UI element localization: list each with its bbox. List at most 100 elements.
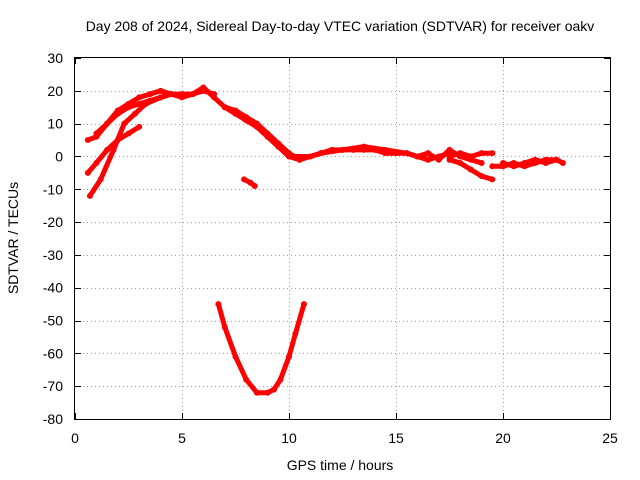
y-tick-label: 20 bbox=[47, 83, 63, 99]
x-tick-label: 25 bbox=[602, 430, 618, 446]
data-point bbox=[521, 160, 528, 167]
data-point bbox=[136, 123, 143, 130]
data-point bbox=[435, 156, 442, 163]
data-point bbox=[300, 301, 307, 308]
y-tick-label: -60 bbox=[43, 345, 63, 361]
data-point bbox=[157, 94, 164, 101]
x-tick-label: 0 bbox=[71, 430, 79, 446]
y-tick-label: -40 bbox=[43, 280, 63, 296]
y-tick-label: -30 bbox=[43, 247, 63, 263]
data-point bbox=[478, 150, 485, 157]
data-point bbox=[489, 150, 496, 157]
data-point bbox=[382, 146, 389, 153]
data-point bbox=[125, 130, 132, 137]
data-point bbox=[318, 150, 325, 157]
data-point bbox=[125, 104, 132, 111]
data-point bbox=[253, 120, 260, 127]
data-point bbox=[241, 176, 248, 183]
data-point bbox=[339, 146, 346, 153]
data-point bbox=[251, 182, 258, 189]
data-point bbox=[114, 110, 121, 117]
data-point bbox=[168, 91, 175, 98]
x-tick-label: 20 bbox=[495, 430, 511, 446]
data-point bbox=[264, 130, 271, 137]
y-tick-label: -80 bbox=[43, 411, 63, 427]
data-point bbox=[286, 150, 292, 157]
data-point bbox=[446, 146, 453, 153]
x-tick-label: 10 bbox=[281, 430, 297, 446]
data-point bbox=[104, 146, 111, 153]
series-track-n bbox=[215, 301, 307, 396]
y-tick-labels: 30 20 10 0 -10 -20 -30 -40 -50 -60 -70 -80 bbox=[43, 50, 63, 427]
data-point bbox=[93, 160, 100, 167]
y-tick-label: -50 bbox=[43, 313, 63, 329]
data-point bbox=[489, 163, 496, 170]
data-point bbox=[403, 150, 410, 157]
grid-lines bbox=[75, 58, 610, 419]
data-point bbox=[559, 160, 566, 167]
y-tick-label: -10 bbox=[43, 181, 63, 197]
data-point bbox=[457, 153, 464, 160]
series-track-b bbox=[87, 88, 217, 199]
data-point bbox=[114, 137, 121, 144]
data-point bbox=[179, 91, 185, 98]
data-point bbox=[243, 114, 250, 121]
data-point bbox=[136, 100, 143, 107]
data-point bbox=[232, 107, 239, 114]
data-point bbox=[157, 87, 164, 94]
axis-ticks bbox=[75, 58, 611, 420]
data-point bbox=[243, 376, 250, 383]
data-point bbox=[253, 389, 260, 396]
series-track-a bbox=[85, 85, 303, 163]
y-axis-label: SDTVAR / TECUs bbox=[5, 182, 21, 294]
data-point bbox=[478, 160, 485, 167]
data-point bbox=[425, 150, 432, 157]
data-point bbox=[360, 143, 367, 150]
y-tick-label: 30 bbox=[47, 50, 63, 66]
data-point bbox=[86, 192, 93, 199]
data-point bbox=[478, 173, 485, 180]
data-point bbox=[131, 110, 138, 117]
x-axis-label: GPS time / hours bbox=[287, 457, 394, 473]
data-point bbox=[97, 176, 104, 183]
data-point bbox=[292, 330, 299, 337]
data-point bbox=[84, 169, 91, 176]
data-point bbox=[247, 179, 254, 186]
data-series bbox=[84, 84, 566, 396]
data-point bbox=[189, 91, 196, 98]
y-tick-label: 10 bbox=[47, 116, 63, 132]
data-point bbox=[446, 153, 453, 160]
data-point bbox=[271, 386, 278, 393]
data-point bbox=[264, 389, 271, 396]
data-point bbox=[489, 176, 496, 183]
chart-title: Day 208 of 2024, Sidereal Day-to-day VTE… bbox=[86, 18, 595, 34]
data-point bbox=[277, 376, 284, 383]
data-point bbox=[510, 163, 517, 170]
data-point bbox=[467, 166, 474, 173]
data-point bbox=[425, 156, 432, 163]
data-point bbox=[136, 94, 143, 101]
data-point bbox=[553, 156, 560, 163]
data-point bbox=[104, 120, 111, 127]
data-point bbox=[215, 301, 222, 308]
data-point bbox=[290, 153, 297, 160]
data-point bbox=[221, 104, 228, 111]
data-point bbox=[221, 324, 228, 331]
data-point bbox=[467, 156, 474, 163]
data-point bbox=[542, 160, 549, 167]
data-point bbox=[84, 137, 91, 144]
data-point bbox=[532, 156, 539, 163]
data-point bbox=[500, 160, 506, 167]
data-point bbox=[146, 91, 153, 98]
plot-frame bbox=[74, 57, 611, 420]
x-tick-labels: 0 5 10 15 20 25 bbox=[71, 430, 618, 446]
data-point bbox=[286, 353, 292, 360]
data-point bbox=[296, 156, 303, 163]
data-point bbox=[200, 87, 207, 94]
y-tick-label: -70 bbox=[43, 378, 63, 394]
data-point bbox=[211, 91, 218, 98]
x-tick-label: 5 bbox=[178, 430, 186, 446]
data-point bbox=[146, 97, 153, 104]
data-point bbox=[232, 353, 239, 360]
